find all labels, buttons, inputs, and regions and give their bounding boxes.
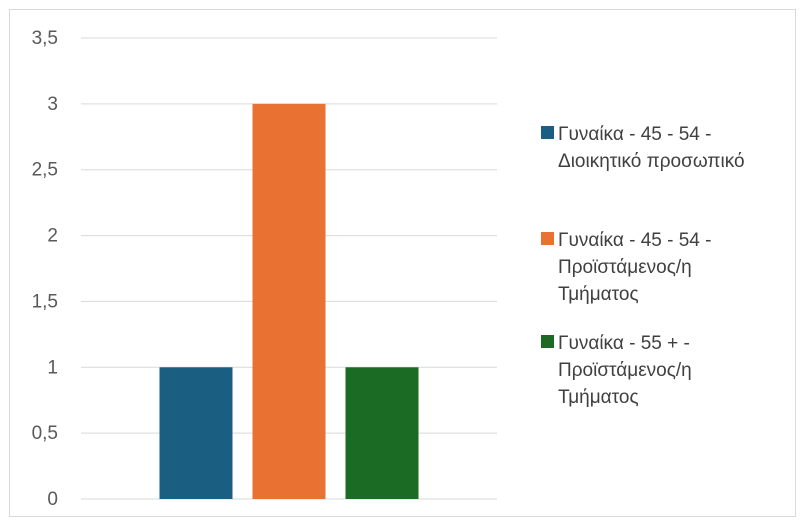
legend-label: Γυναίκα - 45 - 54 -Διοικητικό προσωπικό — [558, 124, 745, 172]
y-tick-label: 2 — [47, 226, 58, 247]
y-tick-label: 3,5 — [32, 28, 58, 49]
legend-item: Γυναίκα - 55 + -Προϊστάμενος/η Τμήματος — [541, 333, 692, 408]
legend-label: Γυναίκα - 45 - 54 -Προϊστάμενος/η Τμήματο… — [558, 230, 711, 305]
y-tick-label: 0,5 — [32, 423, 58, 444]
y-tick-label: 3 — [47, 94, 58, 115]
legend-swatch — [541, 335, 554, 348]
bars — [159, 103, 419, 499]
legend-item: Γυναίκα - 45 - 54 -Προϊστάμενος/η Τμήματο… — [541, 230, 711, 305]
y-tick-label: 1,5 — [32, 291, 58, 312]
legend-item: Γυναίκα - 45 - 54 -Διοικητικό προσωπικό — [541, 124, 745, 172]
y-tick-label: 0 — [47, 489, 58, 510]
bar — [252, 103, 326, 499]
legend: Γυναίκα - 45 - 54 -Διοικητικό προσωπικό Γ… — [541, 124, 745, 408]
legend-label: Γυναίκα - 55 + -Προϊστάμενος/η Τμήματος — [558, 333, 692, 408]
bar — [345, 367, 419, 499]
y-axis-tick-labels: 0 0,5 1 1,5 2 2,5 3 3,5 — [32, 28, 58, 510]
bar — [159, 367, 233, 499]
y-tick-label: 1 — [47, 357, 58, 378]
y-tick-label: 2,5 — [32, 160, 58, 181]
legend-swatch — [541, 232, 554, 245]
legend-swatch — [541, 126, 554, 139]
